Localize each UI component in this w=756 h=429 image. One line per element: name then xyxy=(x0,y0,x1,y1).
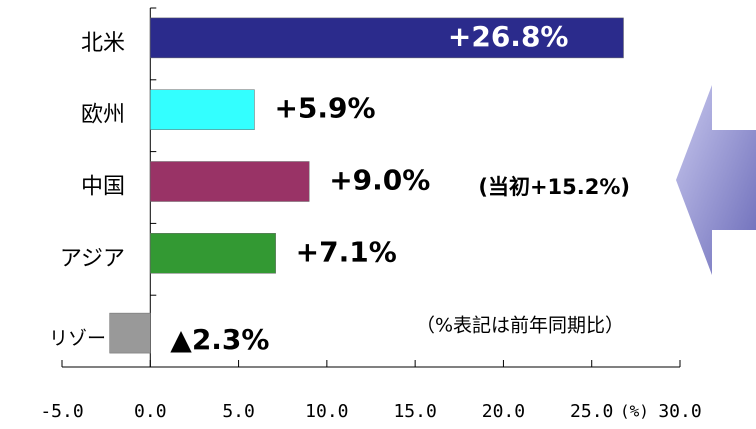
x-tick-label: 10.0 xyxy=(305,401,348,422)
x-tick-label: 25.0 xyxy=(570,401,613,422)
x-tick-label: 20.0 xyxy=(482,401,525,422)
y-tick-label: 欧州 xyxy=(81,103,125,128)
bar xyxy=(150,17,624,59)
value-label: +7.1% xyxy=(296,235,397,268)
y-tick-label: リゾート xyxy=(49,328,125,350)
annotation: （%表記は前年同期比） xyxy=(416,315,624,337)
value-label: ▲2.3% xyxy=(170,323,269,356)
x-tick-label: 15.0 xyxy=(393,401,436,422)
x-tick-label: -5.0 xyxy=(40,401,83,422)
x-tick-label: 5.0 xyxy=(222,401,255,422)
x-tick-label: 0.0 xyxy=(134,401,167,422)
bar xyxy=(150,161,310,202)
bar xyxy=(150,89,255,130)
y-tick-label: 中国 xyxy=(81,175,125,200)
bar xyxy=(150,233,276,274)
bar xyxy=(109,312,151,354)
value-label: +9.0% xyxy=(329,164,430,197)
y-tick-label: アジア xyxy=(60,246,125,271)
x-tick-label: 30.0 xyxy=(658,401,701,422)
annotation: (当初+15.2%) xyxy=(478,175,630,199)
x-axis-label: (%) xyxy=(620,402,649,421)
value-label: +26.8% xyxy=(448,20,569,53)
arrow xyxy=(676,85,756,275)
value-label: +5.9% xyxy=(274,92,375,125)
y-tick-label: 北米 xyxy=(81,31,125,56)
